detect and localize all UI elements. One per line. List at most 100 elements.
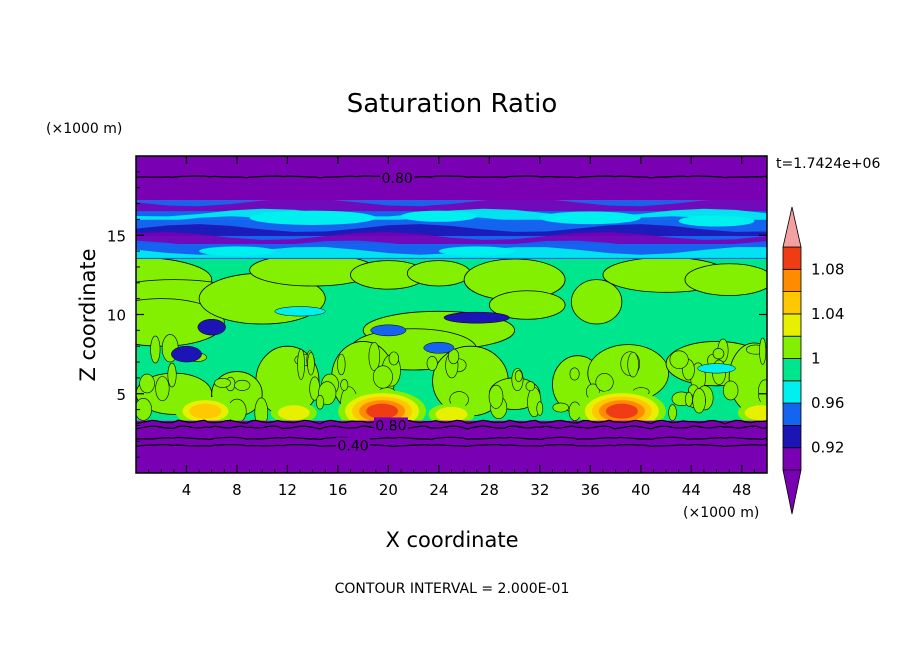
colorbar-swatch xyxy=(782,335,802,359)
cloud-fragment xyxy=(552,402,569,413)
cloud-fragment xyxy=(712,348,725,360)
x-tick-label: 12 xyxy=(278,481,297,499)
colorbar-swatch xyxy=(782,246,802,270)
colorbar-tick-label: 1.04 xyxy=(811,305,844,323)
dry-pocket xyxy=(423,341,455,354)
colorbar-under-triangle xyxy=(782,469,802,515)
y-tick-label: 15 xyxy=(107,227,126,245)
colorbar-swatch xyxy=(782,380,802,404)
moist-peak xyxy=(737,401,767,424)
moist-peak-ring xyxy=(605,403,638,419)
upper-band-lens xyxy=(539,211,641,225)
contour-label: 0.80 xyxy=(380,170,415,187)
colorbar-swatch xyxy=(782,313,802,337)
cloud-fragment xyxy=(340,379,349,391)
upper-band-stripe xyxy=(136,232,767,244)
cloud-region xyxy=(684,263,767,296)
cloud-fragment xyxy=(759,337,767,365)
x-tick-label: 8 xyxy=(232,481,242,499)
contour-label-text: 0.80 xyxy=(375,418,406,434)
dry-pocket xyxy=(274,306,326,317)
x-tick-label: 28 xyxy=(480,481,499,499)
cloud-fragment xyxy=(569,367,580,381)
dry-pocket xyxy=(171,345,202,363)
colorbar-tick-label: 1 xyxy=(811,350,821,368)
colorbar-swatch xyxy=(782,402,802,426)
x-tick-label: 24 xyxy=(429,481,448,499)
cloud-fragment xyxy=(536,401,544,416)
moist-peak-ring xyxy=(366,403,399,419)
contour-label-bg xyxy=(380,170,415,187)
upper-band-lens xyxy=(249,210,376,225)
cloud-fragment xyxy=(139,373,155,394)
moist-peak-ring xyxy=(744,405,767,421)
upper-band-lens xyxy=(401,210,477,222)
moist-peak xyxy=(175,396,236,426)
x-axis: 4 8 12 16 20 24 28 32 36 40 44 48 xyxy=(148,156,755,499)
cloud-fragment xyxy=(525,381,536,392)
cloud-region xyxy=(570,279,623,325)
contour-line xyxy=(136,436,767,441)
upper-band-stripe xyxy=(136,198,767,212)
cloud-fragment xyxy=(388,351,399,366)
colorbar-swatch xyxy=(782,291,802,315)
y-axis-label: Z coordinate xyxy=(76,248,100,381)
y-tick-label: 10 xyxy=(107,307,126,325)
moist-peak xyxy=(270,401,317,424)
upper-band-lens xyxy=(678,215,755,227)
x-tick-label: 16 xyxy=(328,481,347,499)
x-tick-label: 20 xyxy=(379,481,398,499)
x-axis-unit: (×1000 m) xyxy=(683,505,759,521)
dry-pocket xyxy=(197,319,226,336)
dry-pocket xyxy=(697,363,736,374)
x-tick-label: 44 xyxy=(682,481,701,499)
cloud-fragment xyxy=(167,362,177,388)
cloud-fragment xyxy=(692,388,706,414)
moist-peak xyxy=(428,403,475,426)
cloud-fragment xyxy=(214,378,231,388)
x-axis-label: X coordinate xyxy=(385,528,518,552)
dry-pocket xyxy=(443,311,510,324)
cloud-fragment xyxy=(488,384,504,409)
colorbar-tick-label: 0.96 xyxy=(811,394,844,412)
cloud-fragment xyxy=(684,392,693,407)
plot-area: 0.80 0.80 0.40 xyxy=(136,156,767,473)
cloud-fragment xyxy=(136,398,152,421)
colorbar: 0.92 0.96 1 1.04 1.08 xyxy=(782,206,844,515)
upper-band-lens xyxy=(438,246,515,256)
cloud-fragment xyxy=(372,365,393,389)
moist-peak-ring xyxy=(189,403,222,419)
contour-label-bg xyxy=(336,437,371,454)
cloud-fragment xyxy=(234,379,251,391)
moist-peak-ring xyxy=(277,405,310,421)
cloud-fragment xyxy=(150,335,161,364)
contour-label-text: 0.80 xyxy=(382,171,413,187)
cloud-fragment xyxy=(514,370,523,382)
contour-label-text: 0.40 xyxy=(337,438,368,454)
bottom-dry-layer xyxy=(136,420,767,473)
contour-line xyxy=(136,444,767,448)
cloud-fragment xyxy=(426,356,438,371)
upper-band-stripe xyxy=(136,216,767,229)
colorbar-over-triangle xyxy=(782,206,802,248)
moist-peak-ring xyxy=(435,406,468,422)
contour-line xyxy=(136,175,767,179)
cloud-fragment xyxy=(315,394,325,410)
colorbar-tick-label: 0.92 xyxy=(811,439,844,457)
cloud-fragment xyxy=(297,348,305,380)
top-dry-layer xyxy=(136,156,767,201)
cloud-fragment xyxy=(307,352,315,376)
chart-title: Saturation Ratio xyxy=(347,89,558,119)
cloud-fragment xyxy=(757,379,767,406)
y-tick-label: 5 xyxy=(116,386,126,404)
time-label: t=1.7424e+06 xyxy=(776,156,880,172)
x-tick-label: 40 xyxy=(631,481,650,499)
cloud-fragment xyxy=(668,404,677,421)
cloud-region xyxy=(136,298,225,347)
cloud-region xyxy=(406,260,471,287)
upper-band-stripe xyxy=(136,247,767,258)
cloud-fragment xyxy=(627,351,639,378)
y-axis-unit: (×1000 m) xyxy=(46,121,122,137)
upper-band-lens xyxy=(199,246,275,256)
